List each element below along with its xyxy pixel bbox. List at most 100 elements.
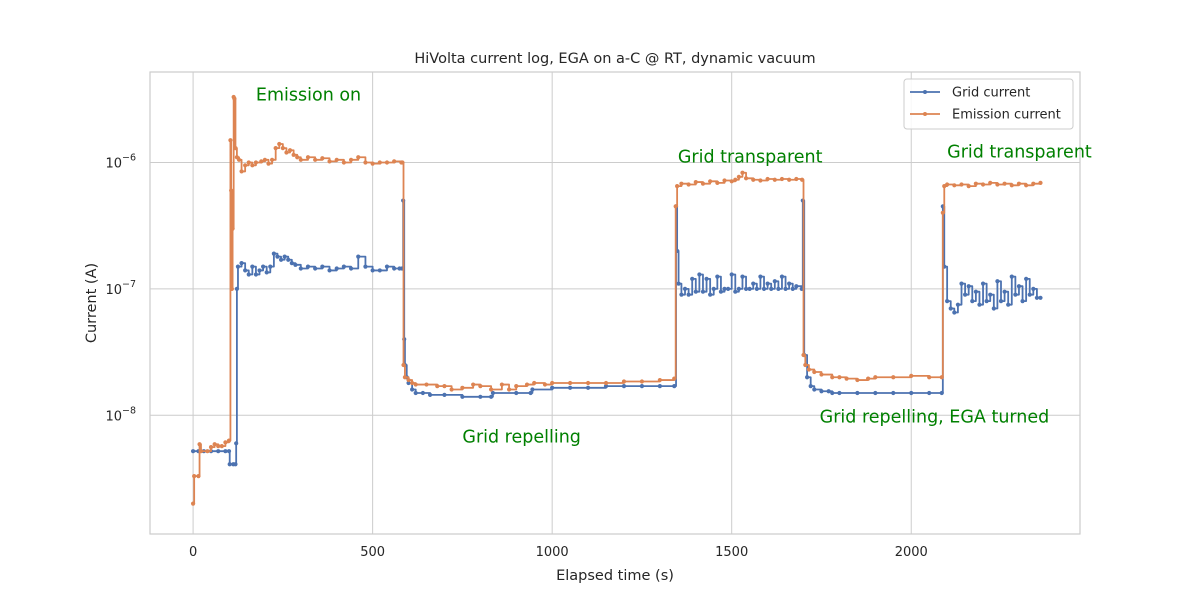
data-point-emission-current — [348, 157, 354, 162]
y-axis-label: Current (A) — [84, 263, 100, 343]
x-axis-ticks: 0 500 1000 1500 2000 — [189, 545, 928, 560]
data-point-emission-current — [216, 444, 221, 449]
data-point-grid-current — [909, 390, 914, 396]
data-point-grid-current — [216, 449, 221, 454]
data-point-grid-current — [313, 266, 318, 271]
data-point-emission-current — [406, 377, 411, 383]
data-point-grid-current — [697, 272, 702, 277]
data-point-grid-current — [1013, 292, 1018, 297]
data-point-grid-current — [939, 390, 944, 396]
data-point-emission-current — [424, 382, 429, 387]
data-point-grid-current — [528, 390, 533, 396]
data-point-emission-current — [377, 160, 382, 165]
data-point-emission-current — [239, 169, 244, 174]
data-point-grid-current — [891, 390, 896, 396]
data-point-emission-current — [196, 474, 201, 479]
data-point-grid-current — [765, 281, 770, 286]
data-point-emission-current — [400, 160, 405, 165]
data-point-grid-current — [639, 384, 645, 389]
data-point-grid-current — [980, 281, 986, 286]
data-point-grid-current — [384, 264, 390, 269]
data-point-emission-current — [966, 184, 971, 189]
data-point-emission-current — [939, 375, 944, 380]
data-point-emission-current — [708, 179, 713, 184]
data-point-grid-current — [490, 390, 496, 396]
data-point-grid-current — [776, 286, 781, 291]
data-point-grid-current — [754, 286, 759, 291]
data-point-emission-current — [208, 445, 214, 450]
data-point-emission-current — [226, 438, 232, 443]
data-point-emission-current — [356, 155, 361, 160]
series-grid-current — [190, 198, 1043, 467]
data-point-emission-current — [228, 138, 233, 143]
data-point-emission-current — [675, 184, 680, 189]
data-point-grid-current — [1027, 292, 1032, 297]
data-point-emission-current — [743, 176, 749, 181]
legend-label-grid-current: Grid current — [952, 86, 1030, 101]
data-point-grid-current — [758, 274, 763, 279]
annotation-label: Grid transparent — [678, 147, 823, 167]
data-point-grid-current — [442, 392, 447, 397]
data-point-grid-current — [235, 264, 241, 269]
data-point-grid-current — [298, 266, 303, 271]
data-point-emission-current — [442, 384, 447, 389]
data-point-grid-current — [489, 394, 494, 399]
data-point-emission-current — [287, 148, 293, 153]
data-point-emission-current — [499, 382, 504, 387]
data-point-emission-current — [449, 387, 454, 392]
data-point-emission-current — [402, 375, 408, 380]
data-point-emission-current — [995, 182, 1000, 187]
data-point-grid-current — [761, 286, 767, 291]
data-point-grid-current — [320, 264, 325, 269]
data-point-grid-current — [1016, 284, 1022, 289]
data-point-emission-current — [295, 155, 300, 160]
data-point-grid-current — [261, 264, 266, 269]
data-point-emission-current — [686, 182, 691, 187]
data-point-grid-current — [711, 286, 716, 291]
data-point-emission-current — [1038, 180, 1043, 185]
data-point-grid-current — [812, 387, 817, 392]
data-point-grid-current — [740, 274, 745, 279]
data-point-emission-current — [212, 442, 217, 447]
data-point-grid-current — [227, 462, 232, 467]
data-point-emission-current — [952, 183, 957, 188]
data-point-emission-current — [269, 157, 275, 162]
data-point-emission-current — [341, 160, 346, 165]
data-point-grid-current — [223, 449, 228, 454]
data-point-emission-current — [830, 375, 835, 380]
y-tick-label: 10−6 — [105, 152, 136, 171]
data-point-grid-current — [377, 268, 382, 273]
data-point-emission-current — [891, 375, 896, 380]
data-point-grid-current — [275, 254, 280, 259]
annotation-label: Grid repelling, EGA turned — [820, 407, 1050, 427]
data-point-emission-current — [384, 160, 390, 165]
data-point-grid-current — [278, 257, 284, 262]
data-point-emission-current — [229, 188, 234, 193]
data-point-emission-current — [855, 377, 860, 383]
data-point-grid-current — [991, 306, 996, 311]
data-point-emission-current — [909, 373, 914, 378]
data-point-grid-current — [682, 286, 688, 291]
data-point-grid-current — [271, 251, 276, 256]
data-point-emission-current — [232, 96, 237, 101]
data-point-grid-current — [1038, 295, 1043, 300]
data-point-grid-current — [1009, 274, 1014, 279]
data-point-emission-current — [715, 180, 720, 185]
data-point-emission-current — [1009, 183, 1014, 188]
data-point-grid-current — [747, 286, 752, 291]
data-point-grid-current — [984, 299, 989, 304]
data-point-emission-current — [524, 382, 530, 387]
data-point-emission-current — [940, 210, 945, 215]
data-point-grid-current — [585, 385, 591, 390]
data-point-grid-current — [794, 284, 799, 289]
data-point-grid-current — [772, 279, 777, 284]
data-point-grid-current — [1006, 302, 1011, 307]
data-point-emission-current — [542, 382, 548, 387]
data-point-grid-current — [998, 299, 1004, 304]
data-point-emission-current — [765, 176, 770, 182]
data-point-emission-current — [801, 352, 806, 358]
data-point-grid-current — [729, 272, 734, 277]
data-point-emission-current — [514, 384, 519, 389]
legend-label-emission-current: Emission current — [952, 108, 1061, 123]
